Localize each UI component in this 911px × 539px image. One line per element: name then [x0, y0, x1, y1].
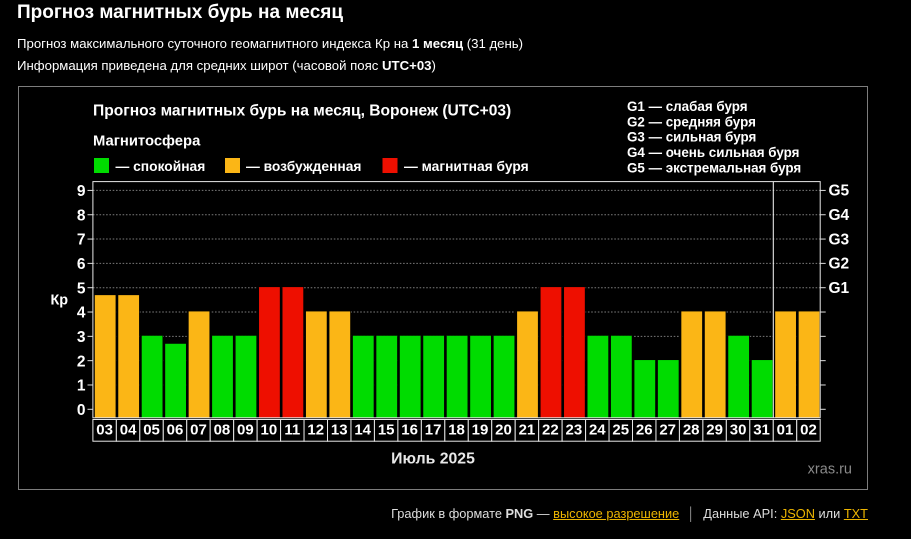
- svg-text:05: 05: [143, 421, 160, 438]
- svg-text:7: 7: [77, 232, 86, 249]
- svg-text:3: 3: [77, 329, 86, 346]
- svg-text:G1 — слабая буря: G1 — слабая буря: [627, 99, 748, 114]
- svg-text:G5 — экстремальная буря: G5 — экстремальная буря: [627, 161, 801, 176]
- svg-text:04: 04: [120, 421, 137, 438]
- svg-text:14: 14: [354, 421, 371, 438]
- svg-text:11: 11: [284, 421, 300, 438]
- svg-text:29: 29: [706, 421, 723, 438]
- svg-text:18: 18: [448, 421, 465, 438]
- svg-text:G4: G4: [829, 207, 850, 224]
- svg-text:G3: G3: [829, 231, 850, 248]
- svg-text:0: 0: [77, 402, 86, 419]
- svg-text:22: 22: [542, 421, 559, 438]
- svg-text:19: 19: [472, 421, 489, 438]
- svg-text:25: 25: [612, 421, 629, 438]
- svg-text:13: 13: [331, 421, 348, 438]
- svg-text:15: 15: [378, 421, 395, 438]
- svg-text:— возбужденная: — возбужденная: [246, 159, 361, 174]
- svg-text:31: 31: [753, 421, 770, 438]
- svg-text:8: 8: [77, 207, 86, 224]
- svg-text:1: 1: [77, 378, 86, 395]
- svg-text:16: 16: [401, 421, 418, 438]
- svg-text:30: 30: [730, 421, 747, 438]
- svg-text:21: 21: [519, 421, 536, 438]
- svg-text:2: 2: [77, 353, 86, 370]
- svg-text:4: 4: [77, 305, 86, 322]
- svg-text:G5: G5: [829, 183, 850, 200]
- svg-text:03: 03: [96, 421, 113, 438]
- svg-text:Кр: Кр: [51, 293, 69, 309]
- svg-text:Прогноз магнитных бурь на меся: Прогноз магнитных бурь на месяц, Воронеж…: [93, 103, 511, 120]
- svg-text:G2: G2: [829, 256, 850, 273]
- svg-text:G4 — очень сильная буря: G4 — очень сильная буря: [627, 145, 799, 160]
- svg-text:— спокойная: — спокойная: [116, 159, 206, 174]
- svg-text:02: 02: [800, 421, 817, 438]
- svg-text:26: 26: [636, 421, 653, 438]
- svg-text:5: 5: [77, 280, 86, 297]
- svg-text:17: 17: [425, 421, 442, 438]
- svg-text:28: 28: [683, 421, 700, 438]
- svg-text:08: 08: [214, 421, 231, 438]
- svg-text:06: 06: [167, 421, 184, 438]
- svg-text:27: 27: [659, 421, 676, 438]
- svg-text:01: 01: [777, 421, 794, 438]
- svg-text:G2 — средняя буря: G2 — средняя буря: [627, 114, 756, 129]
- svg-text:— магнитная буря: — магнитная буря: [404, 159, 529, 174]
- svg-text:07: 07: [190, 421, 207, 438]
- svg-text:G1: G1: [829, 280, 850, 297]
- svg-text:24: 24: [589, 421, 606, 438]
- svg-text:20: 20: [495, 421, 512, 438]
- svg-text:Магнитосфера: Магнитосфера: [93, 134, 201, 150]
- svg-text:12: 12: [307, 421, 324, 438]
- svg-text:9: 9: [77, 183, 86, 200]
- svg-text:G3 — сильная буря: G3 — сильная буря: [627, 130, 756, 145]
- svg-text:xras.ru: xras.ru: [808, 462, 852, 478]
- svg-text:6: 6: [77, 256, 86, 273]
- svg-text:23: 23: [566, 421, 583, 438]
- svg-text:09: 09: [237, 421, 254, 438]
- svg-text:Июль 2025: Июль 2025: [391, 451, 475, 468]
- svg-text:10: 10: [261, 421, 278, 438]
